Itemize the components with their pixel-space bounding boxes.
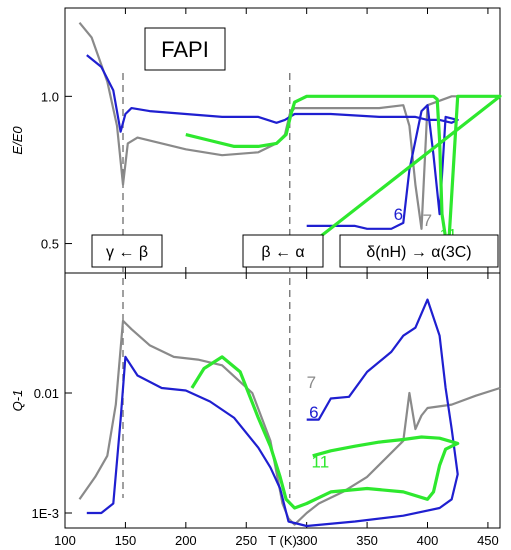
curve-number-label: 6 (394, 205, 403, 224)
plot-frame (64, 7, 501, 274)
series-line-run-6 (86, 298, 459, 528)
series-line-run-11 (185, 94, 502, 240)
y-axis-label: E/E0 (10, 126, 25, 155)
bottom-panel: 1E-3 0.01 100 150 200 250 300 350 400 450 7 6 11 Q-1 T… (10, 272, 501, 548)
title-box (144, 27, 226, 71)
y-tick-label: 0.01 (34, 386, 59, 401)
x-tick-label: 400 (417, 533, 439, 548)
y-tick-label: 0.5 (41, 237, 59, 252)
x-tick-label: 100 (54, 533, 76, 548)
curve-number-label: 7 (307, 373, 316, 392)
x-tick-label: 250 (235, 533, 257, 548)
x-tick-label: 150 (115, 533, 137, 548)
phase-label: β ← α (261, 244, 304, 261)
phase-label-box (339, 234, 499, 268)
phase-label: δ(nH) → α(3C) (366, 244, 471, 261)
x-tick-label: 350 (356, 533, 378, 548)
phase-label: γ ← β (106, 244, 148, 261)
x-tick-label: 300 (296, 533, 318, 548)
x-tick-label: 200 (175, 533, 197, 548)
series-line-run-11 (190, 355, 460, 510)
series-line-run-6 (86, 54, 459, 230)
y-axis-label: Q-1 (10, 390, 25, 412)
phase-label-box (91, 234, 163, 268)
plot-frame (64, 272, 501, 529)
phase-label-box (242, 234, 324, 268)
x-tick-label: 450 (477, 533, 499, 548)
curve-number-label: 6 (309, 403, 318, 422)
y-tick-label: 1.0 (41, 89, 59, 104)
chart-title: FAPI (161, 37, 209, 62)
curve-number-label: 11 (312, 452, 330, 471)
x-axis-label: T (K) (268, 533, 297, 548)
curve-number-label: 7 (423, 211, 432, 230)
y-tick-label: 1E-3 (32, 506, 59, 521)
